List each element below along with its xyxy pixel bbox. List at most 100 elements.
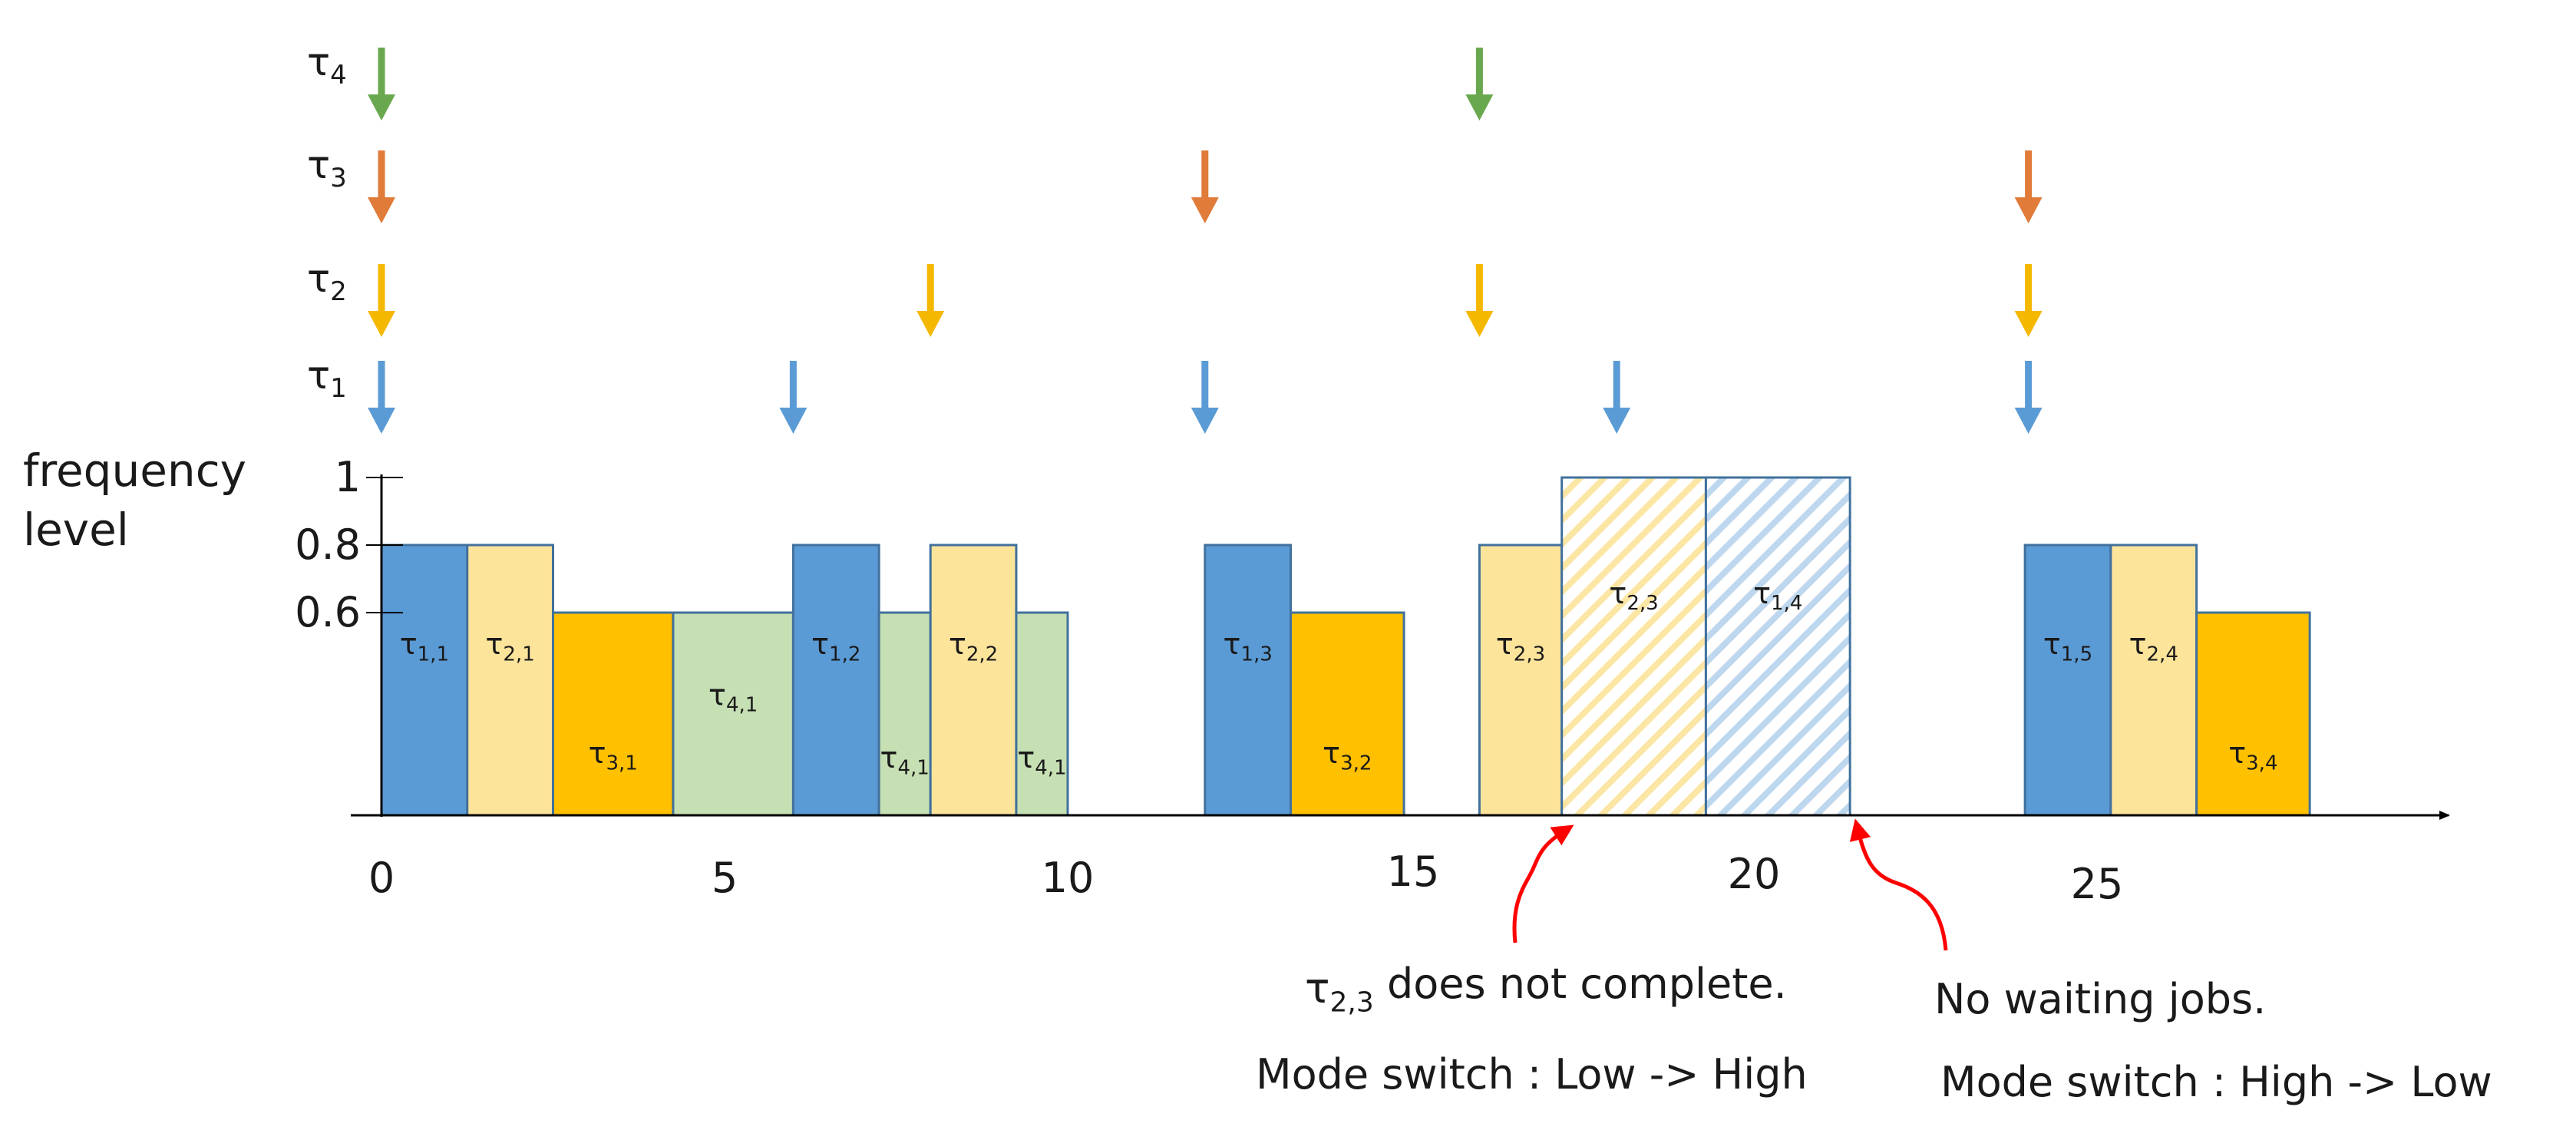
- job-label: τ1,3: [1224, 627, 1273, 666]
- task-label-t4: τ4: [307, 40, 347, 91]
- annotation-arrow-low-high: [1512, 824, 1574, 943]
- job-bar: [1290, 611, 1405, 817]
- job-label: τ1,4: [1753, 577, 1802, 615]
- y-axis-tick-marks: [366, 477, 403, 613]
- job-label: τ1,1: [400, 627, 449, 666]
- task-label-t2-subscript: 2: [330, 276, 347, 307]
- job-bar: [929, 544, 1018, 817]
- job-label: τ3,1: [589, 736, 638, 775]
- release-arrow: [368, 361, 395, 434]
- job-bars: τ1,1 τ2,1τ3,1τ4,1τ1,2τ4,1τ2,2τ4,1τ1,3τ3,2…: [380, 476, 2311, 817]
- x-tick-label: 15: [1387, 848, 1440, 896]
- job-label-symbol: τ: [811, 627, 829, 661]
- job-bar: [380, 544, 469, 817]
- x-tick-label: 25: [2071, 860, 2124, 908]
- release-arrow: [2014, 361, 2043, 434]
- job-label: τ4,1: [880, 741, 930, 779]
- job-label-subscript: 1,1: [418, 643, 449, 666]
- job-bar: [552, 611, 675, 817]
- job-label-subscript: 4,1: [897, 756, 929, 779]
- job-bar: [1015, 611, 1069, 817]
- task-label-t3-subscript: 3: [330, 163, 347, 193]
- job-bar: [2195, 611, 2311, 817]
- job-label-symbol: τ: [1323, 736, 1340, 770]
- y-axis-label-line1: frequency: [23, 444, 246, 497]
- release-arrow: [1191, 361, 1219, 434]
- job-label: τ3,2: [1323, 736, 1372, 775]
- job-label: τ1,2: [811, 627, 860, 666]
- release-arrows: [368, 48, 2043, 434]
- annotation-low-high-line1-symbol: τ: [1305, 964, 1330, 1013]
- release-arrow: [1191, 150, 1219, 223]
- x-tick-label: 5: [712, 854, 738, 902]
- job-bar: [1204, 544, 1293, 817]
- job-bar: [2023, 544, 2112, 817]
- task-label-t1: τ1: [307, 353, 347, 404]
- job-label-symbol: τ: [1496, 627, 1514, 661]
- job-label: τ4,1: [708, 678, 758, 716]
- x-axis-tick-labels: 0 5 10 15 20 25: [368, 848, 2124, 908]
- task-label-t2-symbol: τ: [307, 256, 330, 301]
- release-arrow: [916, 264, 945, 337]
- axes: [351, 474, 2450, 820]
- release-arrow: [1465, 264, 1494, 337]
- x-tick-label: 20: [1728, 850, 1781, 898]
- annotation-low-high-line1-subscript: 2,3: [1330, 987, 1374, 1019]
- x-tick-label: 10: [1042, 854, 1095, 902]
- x-tick-label: 0: [368, 854, 395, 902]
- job-label-subscript: 4,1: [1035, 756, 1066, 779]
- annotation-high-low-line1: No waiting jobs.: [1934, 975, 2266, 1023]
- job-label-symbol: τ: [1017, 741, 1035, 775]
- annotation-arrow-high-low: [1849, 818, 1948, 951]
- annotation-high-low-line2: Mode switch : High -> Low: [1940, 1058, 2492, 1106]
- y-axis-label-line2: level: [23, 504, 129, 556]
- annotations: τ2,3 does not complete. Mode switch : Low…: [1256, 818, 2492, 1106]
- job-label: τ2,1: [486, 627, 535, 666]
- task-label-t1-symbol: τ: [307, 353, 330, 398]
- job-label-subscript: 3,2: [1340, 752, 1372, 775]
- job-bar: [2109, 544, 2198, 817]
- y-tick-label: 1: [335, 453, 361, 501]
- job-label-subscript: 4,1: [726, 694, 758, 717]
- annotation-low-high-line1-rest: does not complete.: [1374, 960, 1787, 1008]
- job-label-subscript: 2,4: [2147, 643, 2178, 666]
- task-label-t3: τ3: [307, 143, 347, 193]
- job-label-symbol: τ: [400, 627, 418, 661]
- job-label-subscript: 3,1: [606, 752, 637, 775]
- release-arrow: [1465, 48, 1494, 121]
- job-label: τ2,3: [1609, 577, 1658, 615]
- job-bar: [877, 611, 932, 817]
- job-label-symbol: τ: [486, 627, 504, 661]
- job-label-symbol: τ: [949, 627, 966, 661]
- job-label: τ4,1: [1017, 741, 1066, 779]
- y-axis-tick-labels: 1 0.8 0.6: [295, 453, 361, 636]
- release-arrow: [1603, 361, 1631, 434]
- task-label-t1-subscript: 1: [330, 373, 347, 404]
- job-label-symbol: τ: [1609, 577, 1627, 610]
- y-tick-label: 0.8: [295, 520, 361, 569]
- task-label-t3-symbol: τ: [307, 143, 330, 187]
- task-label-t2: τ2: [307, 256, 347, 307]
- job-label: τ3,4: [2228, 736, 2277, 775]
- job-label-subscript: 2,2: [966, 643, 998, 666]
- job-label-subscript: 2,3: [1514, 643, 1545, 666]
- job-label-symbol: τ: [2129, 627, 2147, 661]
- job-bar: [1478, 544, 1564, 817]
- job-label-subscript: 3,4: [2246, 752, 2277, 775]
- release-arrow: [2014, 264, 2043, 337]
- job-label-subscript: 2,3: [1627, 592, 1658, 615]
- job-label: τ1,5: [2043, 627, 2092, 666]
- job-label-subscript: 1,2: [829, 643, 860, 666]
- job-label-subscript: 1,4: [1771, 592, 1802, 615]
- job-label: τ2,4: [2129, 627, 2178, 666]
- release-arrow: [368, 48, 395, 121]
- job-label-subscript: 1,3: [1240, 643, 1272, 666]
- job-label-subscript: 2,1: [503, 643, 534, 666]
- annotation-low-high-line1: τ2,3 does not complete.: [1305, 960, 1787, 1018]
- release-arrow: [368, 264, 395, 337]
- task-label-t4-subscript: 4: [330, 60, 347, 91]
- job-label-subscript: 1,5: [2061, 643, 2092, 666]
